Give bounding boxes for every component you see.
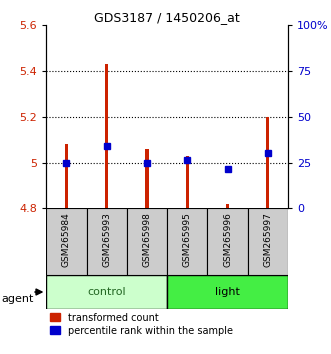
Legend: transformed count, percentile rank within the sample: transformed count, percentile rank withi… [46, 309, 237, 339]
Bar [167, 275, 288, 309]
Bar [87, 209, 127, 275]
Title: GDS3187 / 1450206_at: GDS3187 / 1450206_at [94, 11, 240, 24]
Bar [248, 209, 288, 275]
Bar [167, 209, 208, 275]
Bar [65, 144, 68, 209]
Text: GSM265996: GSM265996 [223, 212, 232, 267]
Text: GSM265993: GSM265993 [102, 212, 111, 267]
Text: control: control [87, 287, 126, 297]
Text: light: light [215, 287, 240, 297]
Bar [127, 209, 167, 275]
Bar [105, 64, 108, 209]
Bar [145, 149, 149, 209]
Bar [226, 204, 229, 209]
Bar [208, 209, 248, 275]
Bar [266, 116, 269, 209]
Bar [186, 156, 189, 209]
Text: GSM265995: GSM265995 [183, 212, 192, 267]
Text: agent: agent [2, 294, 34, 304]
Text: GSM265997: GSM265997 [263, 212, 272, 267]
Bar [46, 209, 87, 275]
Text: GSM265998: GSM265998 [143, 212, 152, 267]
Text: GSM265984: GSM265984 [62, 212, 71, 267]
Bar [46, 275, 167, 309]
